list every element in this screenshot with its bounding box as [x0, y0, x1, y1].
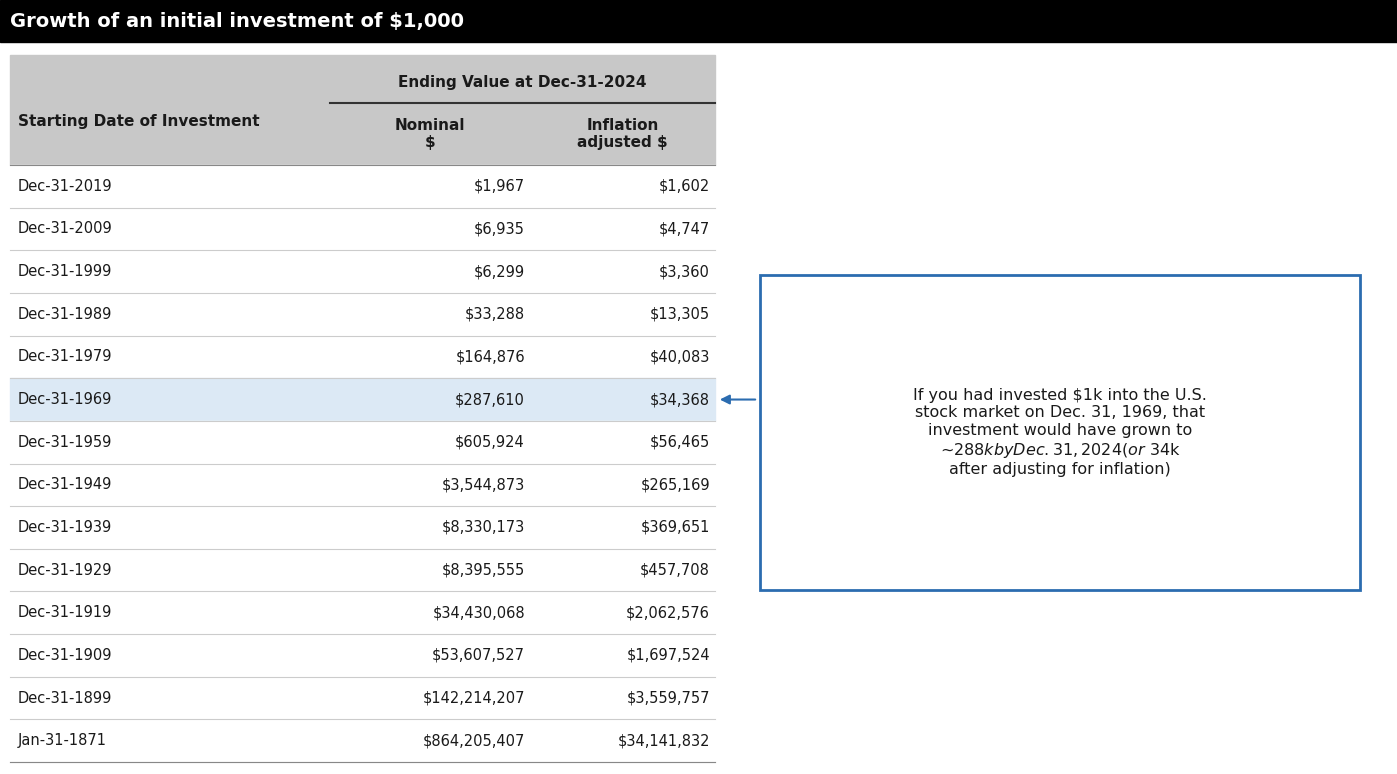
- Text: Dec-31-1969: Dec-31-1969: [18, 392, 112, 407]
- Text: $864,205,407: $864,205,407: [423, 733, 525, 748]
- Text: $40,083: $40,083: [650, 349, 710, 365]
- Text: $56,465: $56,465: [650, 435, 710, 450]
- Text: $53,607,527: $53,607,527: [432, 648, 525, 663]
- Text: $605,924: $605,924: [455, 435, 525, 450]
- Text: Dec-31-1999: Dec-31-1999: [18, 264, 112, 279]
- Text: $4,747: $4,747: [659, 221, 710, 237]
- Text: If you had invested $1k into the U.S.
stock market on Dec. 31, 1969, that
invest: If you had invested $1k into the U.S. st…: [914, 388, 1207, 477]
- Text: $3,544,873: $3,544,873: [441, 478, 525, 492]
- Text: $34,141,832: $34,141,832: [617, 733, 710, 748]
- Text: Ending Value at Dec-31-2024: Ending Value at Dec-31-2024: [398, 76, 647, 91]
- Text: $164,876: $164,876: [455, 349, 525, 365]
- Text: $1,602: $1,602: [659, 179, 710, 194]
- Text: $33,288: $33,288: [465, 307, 525, 322]
- Text: Dec-31-1909: Dec-31-1909: [18, 648, 113, 663]
- Text: $6,299: $6,299: [474, 264, 525, 279]
- Text: $457,708: $457,708: [640, 563, 710, 577]
- Text: $265,169: $265,169: [640, 478, 710, 492]
- Text: Dec-31-2009: Dec-31-2009: [18, 221, 113, 237]
- Text: $287,610: $287,610: [455, 392, 525, 407]
- Text: Dec-31-1979: Dec-31-1979: [18, 349, 113, 365]
- Text: Inflation
adjusted $: Inflation adjusted $: [577, 118, 668, 150]
- Text: Dec-31-1919: Dec-31-1919: [18, 605, 112, 620]
- Text: Dec-31-1949: Dec-31-1949: [18, 478, 112, 492]
- Text: Dec-31-1899: Dec-31-1899: [18, 690, 112, 706]
- Text: Dec-31-1929: Dec-31-1929: [18, 563, 113, 577]
- Text: Dec-31-2019: Dec-31-2019: [18, 179, 113, 194]
- Text: Growth of an initial investment of $1,000: Growth of an initial investment of $1,00…: [10, 12, 464, 30]
- Text: $13,305: $13,305: [650, 307, 710, 322]
- Text: $34,368: $34,368: [650, 392, 710, 407]
- Text: Dec-31-1959: Dec-31-1959: [18, 435, 112, 450]
- Text: $142,214,207: $142,214,207: [422, 690, 525, 706]
- Text: $369,651: $369,651: [641, 520, 710, 535]
- Text: $8,395,555: $8,395,555: [441, 563, 525, 577]
- Text: $2,062,576: $2,062,576: [626, 605, 710, 620]
- Text: $34,430,068: $34,430,068: [433, 605, 525, 620]
- Text: $8,330,173: $8,330,173: [441, 520, 525, 535]
- Text: Dec-31-1989: Dec-31-1989: [18, 307, 112, 322]
- Text: $6,935: $6,935: [474, 221, 525, 237]
- Text: $1,967: $1,967: [474, 179, 525, 194]
- Text: $3,559,757: $3,559,757: [626, 690, 710, 706]
- Text: $1,697,524: $1,697,524: [626, 648, 710, 663]
- Text: Starting Date of Investment: Starting Date of Investment: [18, 114, 260, 128]
- Text: Dec-31-1939: Dec-31-1939: [18, 520, 112, 535]
- Text: $3,360: $3,360: [659, 264, 710, 279]
- Text: Jan-31-1871: Jan-31-1871: [18, 733, 108, 748]
- Text: Nominal
$: Nominal $: [395, 118, 465, 150]
